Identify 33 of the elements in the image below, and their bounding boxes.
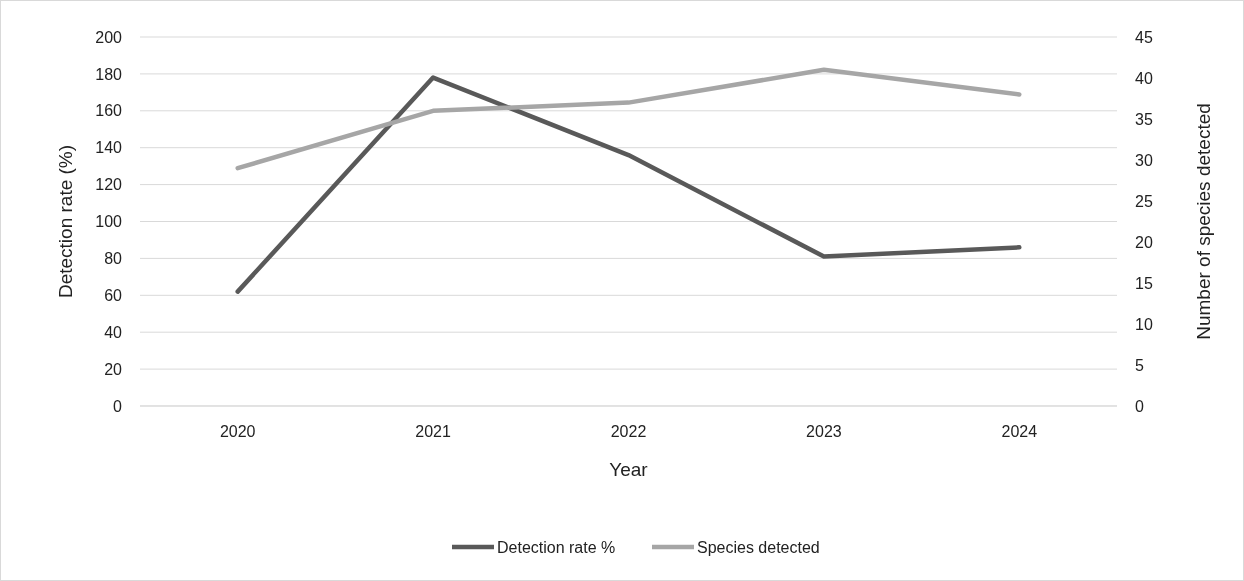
y2-tick-label: 20: [1135, 233, 1153, 251]
y2-tick-label: 35: [1135, 110, 1153, 128]
x-tick-label: 2021: [415, 423, 451, 440]
x-axis-title: Year: [609, 459, 649, 480]
y-tick-label: 200: [95, 28, 123, 46]
y-axis-title: Detection rate (%): [55, 144, 76, 299]
x-tick-label: 2023: [806, 423, 842, 440]
y-tick-label: 40: [104, 323, 123, 341]
x-tick-label: 2024: [1001, 423, 1038, 440]
line-series: [235, 75, 1022, 294]
y-tick-label: 120: [95, 176, 123, 194]
x-tick-label: 2022: [610, 423, 647, 440]
y2-tick-label: 40: [1135, 69, 1153, 87]
y2-tick-label: 45: [1135, 28, 1153, 46]
x-tick-label: 2020: [219, 423, 256, 440]
y-tick-label: 80: [104, 250, 123, 267]
legend-label: Detection rate %: [497, 538, 616, 556]
y-tick-label: 0: [113, 397, 123, 415]
y2-tick-label: 0: [1135, 397, 1144, 415]
y-tick-label: 20: [104, 360, 123, 378]
y-tick-label: 180: [95, 65, 123, 83]
y2-tick-label: 10: [1135, 315, 1153, 333]
y2-tick-label: 30: [1135, 151, 1153, 169]
line-series: [235, 67, 1022, 171]
y-tick-label: 60: [104, 286, 123, 304]
y2-axis-title: Number of species detected: [1193, 103, 1214, 340]
y-tick-label: 140: [95, 139, 123, 157]
legend-label: Species detected: [697, 538, 820, 556]
y2-tick-label: 5: [1135, 356, 1144, 374]
y-tick-label: 100: [95, 213, 123, 231]
y2-tick-label: 25: [1135, 192, 1153, 210]
y2-tick-label: 15: [1135, 274, 1153, 292]
y-tick-label: 160: [95, 102, 123, 120]
